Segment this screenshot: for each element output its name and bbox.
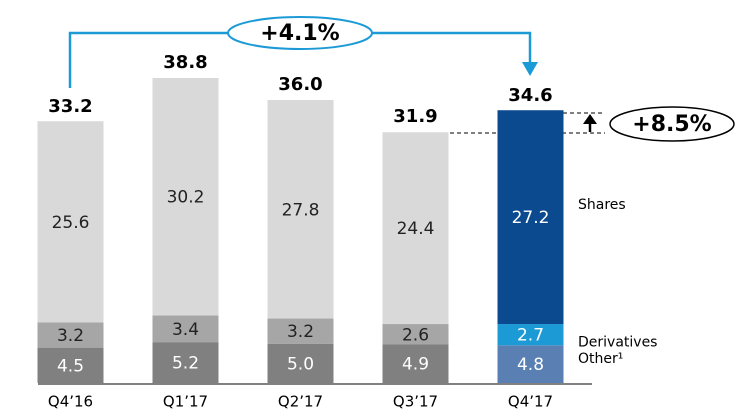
bar-segment: [152, 342, 219, 383]
bar-segment: [267, 100, 334, 319]
bar-segment: [152, 315, 219, 343]
total-label: 34.6: [508, 85, 552, 106]
segment-label: 3.4: [172, 320, 199, 340]
segment-label: 4.5: [57, 356, 84, 376]
segment-label: 2.7: [517, 326, 544, 346]
segment-label: 27.8: [282, 200, 320, 220]
total-label: 33.2: [48, 96, 92, 117]
segment-label: 24.4: [397, 219, 435, 239]
bar-segment: [152, 78, 219, 316]
segment-label: 3.2: [57, 326, 84, 346]
total-label: 31.9: [393, 106, 437, 127]
x-tick-label: Q4’16: [48, 393, 93, 411]
growth-annotation: +4.1%: [68, 16, 538, 88]
total-label: 38.8: [163, 52, 207, 73]
x-tick-label: Q3’17: [393, 393, 438, 411]
segment-label: 25.6: [52, 213, 90, 233]
annotation-bubble: [227, 16, 373, 50]
bar-segment: [267, 343, 334, 383]
bar-segment: [37, 347, 104, 383]
qoq-annotation: +8.5%: [450, 106, 735, 142]
segment-label: 4.9: [402, 355, 429, 375]
segment-label: 4.8: [517, 355, 544, 375]
arrowhead: [522, 62, 538, 76]
bar-segment: [37, 322, 104, 348]
legend-label: Shares: [578, 197, 626, 213]
bar-segment: [37, 121, 104, 323]
legend-label: Other¹: [578, 351, 623, 367]
x-tick-label: Q2’17: [278, 393, 323, 411]
connector: [372, 31, 532, 64]
segment-label: 3.2: [287, 322, 314, 342]
segment-label: 5.2: [172, 354, 199, 374]
segment-label: 30.2: [167, 188, 205, 208]
annotation-text: +8.5%: [632, 112, 711, 137]
segment-label: 27.2: [512, 208, 550, 228]
bar-segment: [267, 318, 334, 344]
segment-label: 5.0: [287, 354, 314, 374]
bar-segment: [497, 345, 564, 383]
arrowhead: [583, 114, 597, 124]
total-label: 36.0: [278, 74, 322, 95]
x-tick-label: Q4’17: [508, 393, 553, 411]
annotation-bubble: [609, 106, 735, 142]
connector: [68, 31, 228, 88]
bar-segment: [497, 110, 564, 325]
annotation-text: +4.1%: [260, 21, 339, 46]
bar-segment: [382, 132, 449, 325]
legend-label: Derivatives: [578, 335, 657, 351]
bar-segment: [382, 324, 449, 345]
bar-segment: [382, 344, 449, 383]
bar-segment: [497, 324, 564, 346]
x-tick-label: Q1’17: [163, 393, 208, 411]
segment-label: 2.6: [402, 325, 429, 345]
